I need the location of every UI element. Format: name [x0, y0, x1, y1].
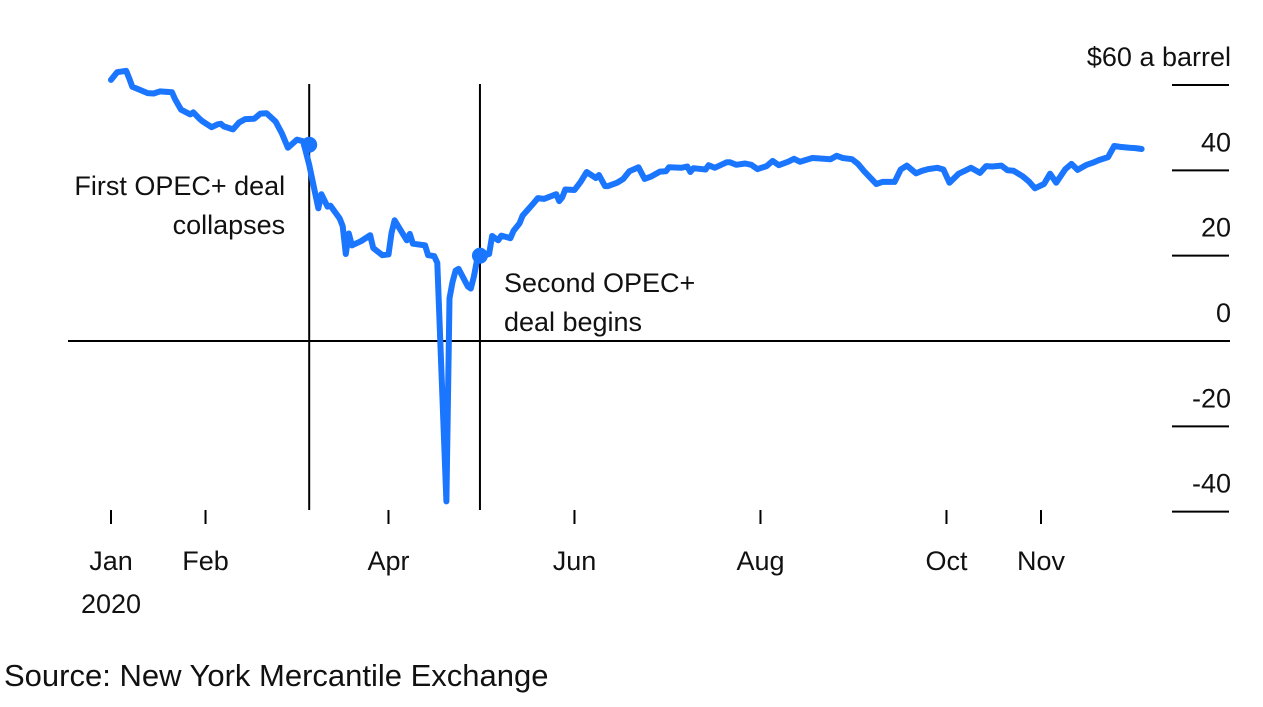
x-axis: Jan 2020 Feb Apr Jun Aug Oct Nov: [81, 510, 1066, 619]
annotation-marker-0: [301, 136, 318, 153]
y-tick-label: 20: [1201, 213, 1231, 243]
source-note: Source: New York Mercantile Exchange: [4, 658, 549, 693]
x-tick-year-label: 2020: [81, 589, 141, 619]
y-tick-label: -20: [1192, 383, 1231, 413]
y-tick-label: -40: [1192, 469, 1231, 499]
x-tick-label: Jan: [89, 546, 133, 576]
annotation-marker-1: [471, 247, 488, 264]
annotation-text-0-line-0: First OPEC+ deal: [74, 171, 285, 201]
price-line-0: [108, 67, 1145, 505]
y-tick-label: 40: [1201, 127, 1231, 157]
annotation-text-0-line-1: collapses: [173, 210, 286, 240]
y-tick-label: $60 a barrel: [1087, 42, 1231, 72]
x-tick-label: Feb: [182, 546, 229, 576]
x-tick-label: Apr: [367, 546, 409, 576]
x-tick-label: Jun: [553, 546, 597, 576]
annotation-text-1-line-1: deal begins: [504, 307, 642, 337]
y-axis-tick-rules: [1172, 84, 1229, 513]
x-tick-label: Aug: [736, 546, 784, 576]
annotation-labels: First OPEC+ deal collapses Second OPEC+ dea…: [74, 136, 695, 337]
y-axis: $60 a barrel 40 20 0 -20 -40: [1087, 42, 1231, 499]
x-tick-label: Nov: [1017, 546, 1066, 576]
y-tick-label: 0: [1216, 298, 1231, 328]
annotation-text-1-line-0: Second OPEC+: [504, 268, 695, 298]
series-layer: [108, 67, 1145, 505]
annotation-lines: [308, 84, 481, 510]
x-tick-label: Oct: [925, 546, 968, 576]
